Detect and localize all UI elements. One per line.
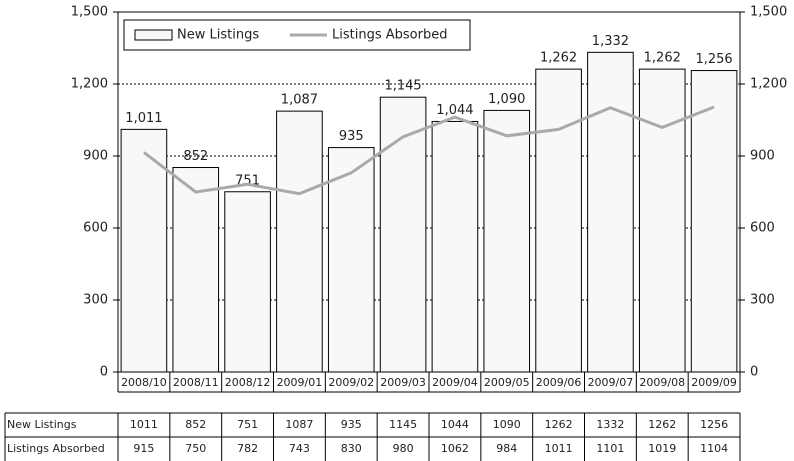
table-cell: 750	[185, 442, 206, 455]
table-cell: 1019	[648, 442, 676, 455]
bar	[224, 191, 271, 373]
x-tick-label: 2008/10	[121, 376, 167, 389]
data-label: 1,145	[384, 79, 421, 94]
y2-tick-label: 300	[750, 293, 775, 308]
table-cell: 852	[185, 418, 206, 431]
x-tick-label: 2009/05	[484, 376, 530, 389]
data-label: 1,044	[436, 103, 473, 118]
data-label: 852	[183, 149, 208, 164]
table-cell: 1256	[700, 418, 728, 431]
table-cell: 1332	[596, 418, 624, 431]
bar	[690, 70, 738, 373]
x-tick-label: 2008/12	[225, 376, 271, 389]
table-cell: 1262	[648, 418, 676, 431]
x-tick-label: 2009/07	[588, 376, 634, 389]
data-label: 1,090	[488, 92, 525, 107]
data-label: 1,011	[125, 111, 162, 126]
bar	[587, 51, 634, 373]
bar	[276, 110, 323, 373]
y-tick-label: 900	[83, 149, 108, 164]
table-cell: 830	[341, 442, 362, 455]
data-label: 1,262	[540, 51, 577, 66]
data-label: 935	[339, 129, 364, 144]
table-cell: 1145	[389, 418, 417, 431]
table-cell: 1044	[441, 418, 469, 431]
table-cell: 1011	[545, 442, 573, 455]
table-row-label: Listings Absorbed	[7, 442, 105, 455]
bar	[431, 120, 479, 373]
y-tick-label: 300	[83, 293, 108, 308]
table-cell: 980	[393, 442, 414, 455]
table-cell: 1104	[700, 442, 728, 455]
x-tick-label: 2009/09	[691, 376, 737, 389]
x-tick-label: 2009/08	[639, 376, 685, 389]
x-tick-label: 2009/04	[432, 376, 478, 389]
y2-tick-label: 600	[750, 221, 775, 236]
data-label: 1,087	[281, 93, 318, 108]
line	[143, 105, 715, 196]
y2-tick-label: 900	[750, 149, 775, 164]
bar	[483, 109, 531, 373]
plot-area	[117, 11, 741, 373]
table-cell: 782	[237, 442, 258, 455]
table-cell: 1087	[285, 418, 313, 431]
data-label: 1,256	[695, 52, 732, 67]
y2-tick-label: 1,500	[750, 5, 787, 20]
bar	[638, 68, 686, 373]
table-cell: 915	[133, 442, 154, 455]
y-tick-label: 1,500	[71, 5, 108, 20]
legend-label: New Listings	[177, 28, 259, 43]
table-cell: 751	[237, 418, 258, 431]
x-tick-label: 2009/01	[277, 376, 323, 389]
y2-tick-label: 0	[750, 365, 758, 380]
y-tick-label: 600	[83, 221, 108, 236]
table-cell: 1262	[545, 418, 573, 431]
bar	[172, 167, 220, 373]
bar	[379, 96, 427, 373]
bar	[535, 68, 582, 373]
y2-tick-label: 1,200	[750, 77, 787, 92]
y-tick-label: 1,200	[71, 77, 108, 92]
y-tick-label: 0	[100, 365, 108, 380]
table-cell: 1090	[493, 418, 521, 431]
x-tick-label: 2009/03	[380, 376, 426, 389]
table-cell: 984	[496, 442, 517, 455]
table-cell: 743	[289, 442, 310, 455]
x-tick-label: 2008/11	[173, 376, 219, 389]
data-label: 1,332	[592, 34, 629, 49]
bar	[327, 147, 375, 373]
table-row-label: New Listings	[7, 418, 77, 431]
x-tick-label: 2009/06	[536, 376, 582, 389]
table-cell: 1101	[596, 442, 624, 455]
legend-swatch	[134, 29, 173, 41]
table-cell: 1011	[130, 418, 158, 431]
x-tick-label: 2009/02	[328, 376, 374, 389]
bar	[120, 128, 168, 373]
table-cell: 935	[341, 418, 362, 431]
data-label: 1,262	[644, 51, 681, 66]
legend-label: Listings Absorbed	[332, 28, 447, 43]
table-cell: 1062	[441, 442, 469, 455]
